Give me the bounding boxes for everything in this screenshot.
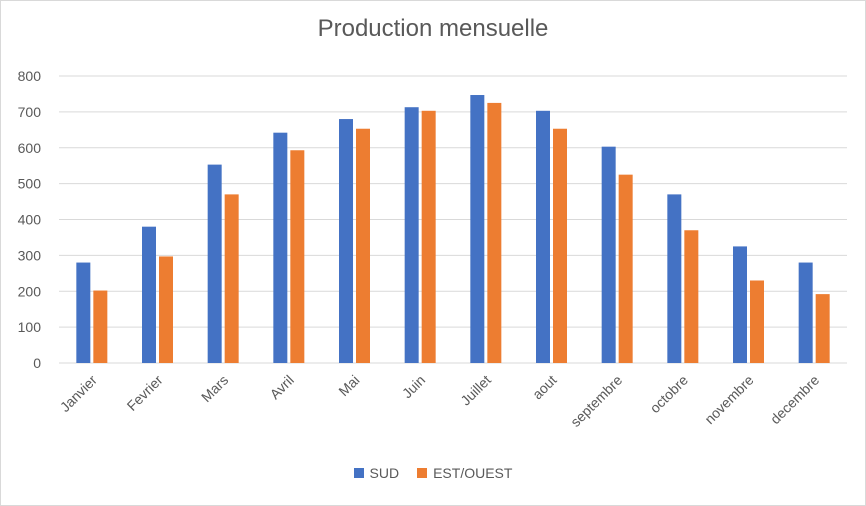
bar-sud [339, 119, 353, 363]
bar-sud [536, 110, 550, 363]
x-tick-label: Avril [267, 372, 297, 402]
bar-sud [142, 226, 156, 363]
bar-sud [798, 262, 813, 363]
bar-est-ouest [487, 102, 502, 363]
x-tick-label: decembre [767, 372, 822, 427]
legend-item-sud: SUD [353, 465, 400, 481]
y-tick-label: 700 [18, 104, 42, 120]
bar-est-ouest [290, 150, 305, 363]
y-tick-label: 400 [18, 212, 42, 228]
y-tick-label: 0 [33, 355, 41, 371]
legend-item-est-ouest: EST/OUEST [417, 465, 512, 481]
bar-est-ouest [815, 294, 830, 363]
x-tick-label: Juin [399, 372, 428, 401]
x-tick-label: Janvier [57, 372, 100, 415]
x-tick-label: aout [529, 372, 560, 403]
bars [76, 95, 830, 364]
y-axis-ticks: 0 100 200 300 400 500 600 700 800 [18, 68, 42, 371]
y-tick-label: 600 [18, 140, 42, 156]
x-tick-label: Mars [198, 372, 231, 405]
bar-sud [667, 194, 682, 363]
gridlines [59, 75, 847, 364]
bar-sud [470, 95, 485, 364]
bar-est-ouest [356, 128, 370, 363]
x-tick-label: Fevrier [124, 372, 166, 414]
y-tick-label: 500 [18, 176, 42, 192]
bar-est-ouest [684, 230, 699, 363]
bar-sud [404, 107, 419, 364]
bar-sud [733, 246, 747, 363]
y-tick-label: 300 [18, 247, 42, 263]
bar-est-ouest [224, 194, 239, 363]
bar-sud [601, 146, 616, 363]
y-tick-label: 200 [18, 283, 42, 299]
bar-sud [207, 164, 222, 363]
bar-est-ouest [159, 256, 173, 363]
legend: SUD EST/OUEST [1, 465, 865, 481]
legend-swatch-sud [353, 468, 364, 478]
x-tick-label: Mai [335, 372, 362, 399]
x-tick-label: novembre [701, 372, 756, 427]
x-tick-label: septembre [567, 372, 625, 430]
legend-label-est-ouest: EST/OUEST [433, 465, 513, 481]
legend-swatch-est-ouest [417, 468, 428, 478]
bar-sud [76, 262, 91, 363]
bar-est-ouest [750, 280, 764, 363]
x-tick-label: Juillet [457, 372, 494, 409]
x-tick-label: octobre [647, 372, 691, 416]
bar-est-ouest [421, 110, 436, 363]
chart-title: Production mensuelle [317, 15, 549, 42]
y-tick-label: 800 [18, 68, 42, 84]
bar-est-ouest [93, 290, 108, 363]
x-axis-ticks: Janvier Fevrier Mars Avril Mai Juin Juillet aou… [57, 372, 823, 430]
legend-label-sud: SUD [369, 465, 400, 481]
bar-sud [273, 132, 288, 363]
y-tick-label: 100 [18, 319, 42, 335]
bar-est-ouest [618, 174, 633, 363]
bar-est-ouest [553, 128, 567, 363]
